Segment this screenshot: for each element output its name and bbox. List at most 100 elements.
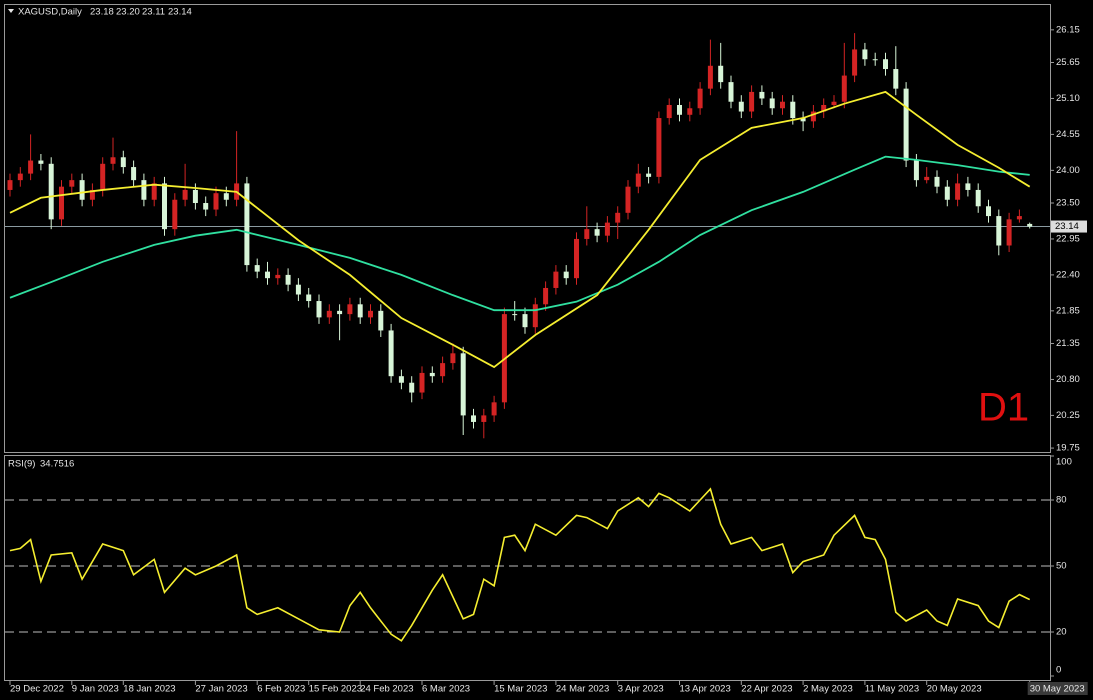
candle-body [357,304,363,318]
timeframe-annotation: D1 [978,386,1029,430]
candle-body [429,372,435,377]
candle-body [151,183,157,200]
y-tick-label: 22.40 [1056,269,1080,280]
x-tick-label: 15 Feb 2023 [309,684,362,695]
candle-body [213,193,219,210]
candle-body [512,314,518,316]
candle-body [707,65,713,89]
candle-body [295,284,301,295]
candle-body [254,265,260,272]
candle-body [326,310,332,318]
candle-body [182,189,188,200]
candle-body [903,88,909,161]
candle-body [7,180,13,190]
candle-body [677,104,682,115]
candle-body [604,222,610,236]
x-tick-label: 15 Mar 2023 [494,684,547,695]
candle-body [419,372,425,393]
x-tick-label: 18 Jan 2023 [123,684,175,695]
candle-body [584,229,590,239]
x-tick-label: 6 Feb 2023 [257,684,305,695]
candle-body [1016,216,1022,220]
x-tick-label: 20 May 2023 [927,684,982,695]
candle-body [656,118,662,177]
candle-body [368,310,373,318]
x-tick-label: 29 Dec 2022 [10,684,64,695]
candle-body [450,353,456,364]
candle-body [481,415,487,422]
candle-body [337,310,343,315]
rsi-panel [4,455,1051,681]
candle-body [244,183,250,266]
candle-body [491,402,497,416]
candle-body [100,163,106,190]
x-tick-label: 27 Jan 2023 [195,684,247,695]
current-price-label: 23.14 [1055,221,1079,232]
candle-body [687,108,693,115]
x-tick-label: 30 May 2023 [1030,684,1085,695]
candle-body [28,160,34,174]
candle-body [120,157,126,168]
candle-body [440,363,446,377]
x-tick-label: 2 May 2023 [803,684,853,695]
candle-body [347,304,353,315]
candle-body [316,301,322,318]
y-tick-label: 20.25 [1056,410,1080,421]
candle-body [872,59,878,61]
candle-body [615,212,621,223]
candle-body [646,173,652,177]
y-tick-label: 24.55 [1056,129,1080,140]
candle-body [110,157,116,164]
x-tick-label: 24 Mar 2023 [556,684,609,695]
candle-body [17,173,23,181]
candle-body [553,271,559,288]
candle-body [398,376,404,383]
candle-body [131,167,137,181]
candle-body [388,330,394,377]
candle-body [1027,223,1033,227]
candle-body [913,160,919,181]
y-tick-label: 20.80 [1056,374,1080,385]
ohlc-label: 23.11 [142,7,165,18]
candle-body [986,206,991,217]
y-tick-label: 21.35 [1056,338,1080,349]
x-tick-label: 22 Apr 2023 [741,684,792,695]
candle-body [162,183,167,230]
candle-body [749,91,755,112]
indicator-value: 34.7516 [40,459,74,470]
y-tick-label: 26.15 [1056,24,1080,35]
x-tick-label: 3 Apr 2023 [618,684,664,695]
y-tick-label: 19.75 [1056,443,1080,454]
rsi-tick-label: 50 [1056,561,1067,572]
rsi-line [9,487,1031,642]
ohlc-label: 23.20 [116,7,140,18]
candle-body [574,238,579,279]
candle-body [738,101,744,112]
ohlc-label: 23.18 [90,7,114,18]
candle-body [852,49,858,76]
candle-body [800,118,806,122]
rsi-tick-label: 100 [1056,457,1072,468]
candle-body [38,160,44,164]
candle-body [996,216,1002,246]
candle-body [79,180,85,200]
candle-body [841,75,847,102]
ohlc-label: 23.14 [168,7,192,18]
candle-body [378,310,384,331]
price-panel [4,4,1051,453]
y-tick-label: 25.10 [1056,93,1080,104]
candle-body [69,180,75,187]
rsi-tick-label: 0 [1056,665,1061,676]
candle-body [759,91,765,99]
candle-body [409,382,415,393]
rsi-tick-label: 20 [1056,627,1067,638]
menu-arrow[interactable] [8,9,14,13]
candle-body [192,189,198,204]
candle-body [975,189,981,207]
candle-body [924,176,930,181]
candle-body [780,101,785,109]
candle-body [810,111,816,122]
candle-body [831,101,837,105]
candle-body [965,183,971,190]
